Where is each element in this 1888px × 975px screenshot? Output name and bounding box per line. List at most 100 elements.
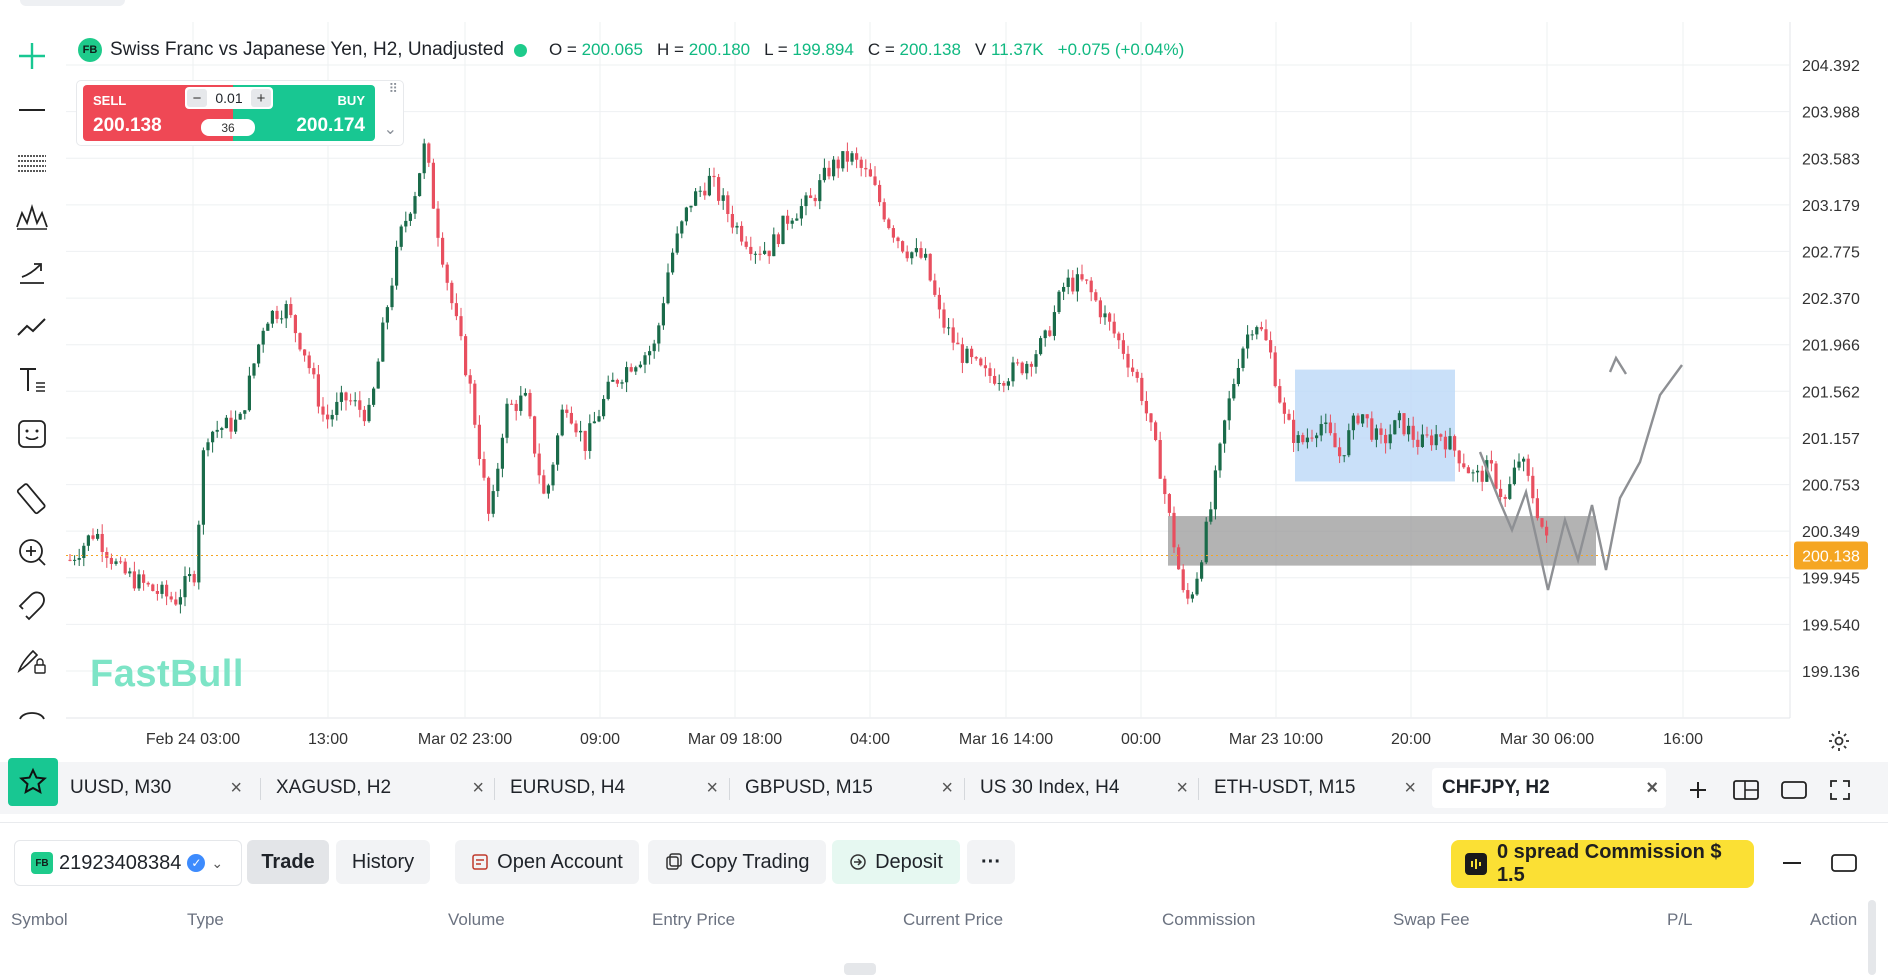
pattern-tool[interactable] [12, 198, 52, 238]
candle-body [1315, 435, 1319, 439]
candle-body [855, 153, 859, 160]
zoom-in-tool[interactable] [12, 532, 52, 572]
candle-body [303, 349, 307, 356]
text-tool[interactable] [12, 360, 52, 400]
volume-increase-button[interactable]: + [251, 89, 271, 107]
projection-tool[interactable] [12, 252, 52, 292]
candle-body [832, 159, 836, 177]
candle-body [514, 403, 518, 411]
candle-body [174, 599, 178, 605]
hide-drawings-tool[interactable] [12, 694, 52, 734]
buy-button[interactable]: BUY 200.174 [233, 85, 375, 141]
candle-body [891, 228, 895, 238]
candle-body [565, 409, 569, 413]
candle-body [408, 213, 412, 221]
layout-button[interactable] [1728, 772, 1764, 808]
candle-body [924, 253, 928, 258]
deposit-button[interactable]: Deposit [832, 840, 960, 884]
ohlc-item: L = 199.894 [764, 40, 854, 60]
price-label: 204.392 [1802, 58, 1860, 75]
candle-body [1218, 443, 1222, 471]
chart-tab[interactable]: UUSD, M30 × [60, 768, 250, 808]
emoji-tool[interactable] [12, 414, 52, 454]
candle-body [1374, 428, 1378, 440]
close-icon[interactable]: × [1646, 777, 1658, 799]
candle-body [1209, 509, 1213, 522]
candle-body [901, 241, 905, 252]
candle-body [1535, 498, 1539, 519]
trade-tab[interactable]: Trade [247, 840, 329, 884]
fullscreen-button[interactable] [1822, 772, 1858, 808]
candle-body [1522, 458, 1526, 462]
horizontal-line-tool[interactable] [12, 90, 52, 130]
candle-body [188, 574, 192, 577]
candle-body [625, 367, 629, 383]
fib-lines-tool[interactable] [12, 144, 52, 184]
candle-body [671, 252, 675, 273]
chart-tab[interactable]: CHFJPY, H2 × [1432, 768, 1666, 808]
symbol-title[interactable]: Swiss Franc vs Japanese Yen, H2, Unadjus… [110, 39, 504, 60]
crosshair-tool[interactable] [12, 36, 52, 76]
price-label: 201.157 [1802, 431, 1860, 448]
minimize-panel-button[interactable] [1774, 848, 1810, 878]
candle-body [661, 303, 665, 326]
lock-drawings-tool[interactable] [12, 640, 52, 680]
close-icon[interactable]: × [230, 777, 242, 799]
candle-body [146, 582, 150, 585]
ohlc-item: C = 200.138 [868, 40, 961, 60]
column-symbol: Symbol [11, 910, 68, 929]
chevron-down-icon[interactable]: ⌄ [383, 121, 397, 138]
candle-body [128, 571, 132, 574]
volume-value[interactable]: 0.01 [215, 90, 243, 106]
volume-decrease-button[interactable]: − [187, 89, 207, 107]
candle-body [312, 368, 316, 375]
favorites-button[interactable] [8, 758, 58, 806]
window-mode-button[interactable] [1776, 772, 1812, 808]
candle-body [721, 195, 725, 201]
close-icon[interactable]: × [1404, 777, 1416, 799]
chart-tab[interactable]: ETH-USDT, M15 × [1204, 768, 1424, 808]
time-label: 16:00 [1663, 731, 1703, 748]
candle-body [82, 545, 86, 558]
panel-scroll-handle[interactable] [844, 963, 876, 975]
candle-body [109, 557, 113, 564]
chart-settings-button[interactable] [1824, 726, 1854, 756]
account-selector[interactable]: FB 21923408384 ✓ ⌄ [14, 840, 242, 886]
ruler-tool[interactable] [12, 478, 52, 518]
candle-body [1108, 313, 1112, 322]
candle-body [1545, 526, 1549, 536]
account-id: 21923408384 [59, 851, 182, 874]
copy-trading-button[interactable]: Copy Trading [648, 840, 826, 884]
panel-scrollbar[interactable] [1868, 900, 1876, 975]
candle-body [1112, 321, 1116, 334]
top-tab-stub[interactable] [20, 0, 125, 6]
close-icon[interactable]: × [706, 777, 718, 799]
add-tab-button[interactable] [1680, 772, 1716, 808]
candle-body [1517, 461, 1521, 468]
magnet-icon [18, 591, 45, 621]
candle-body [1526, 458, 1530, 476]
candle-body [560, 409, 564, 436]
tab-separator [729, 778, 730, 800]
promo-banner[interactable]: 0 spread Commission $ 1.5 [1451, 840, 1754, 888]
chart-tab[interactable]: US 30 Index, H4 × [970, 768, 1196, 808]
more-button[interactable]: ··· [967, 840, 1015, 884]
column-action: Action [1810, 910, 1858, 929]
history-tab[interactable]: History [336, 840, 430, 884]
trend-line-tool[interactable] [12, 306, 52, 346]
maximize-panel-button[interactable] [1826, 848, 1862, 878]
candle-body [252, 363, 256, 376]
close-icon[interactable]: × [941, 777, 953, 799]
magnet-tool[interactable] [12, 586, 52, 626]
candle-body [284, 304, 288, 319]
market-open-indicator [513, 43, 527, 57]
open-account-button[interactable]: Open Account [455, 840, 639, 884]
close-icon[interactable]: × [1176, 777, 1188, 799]
candle-body [353, 400, 357, 402]
chart-tab[interactable]: XAGUSD, H2 × [266, 768, 492, 808]
candle-body [1365, 414, 1369, 419]
close-icon[interactable]: × [472, 777, 484, 799]
drag-handle-icon[interactable]: ⠿ [388, 81, 397, 96]
chart-tab[interactable]: GBPUSD, M15 × [735, 768, 961, 808]
chart-tab[interactable]: EURUSD, H4 × [500, 768, 726, 808]
